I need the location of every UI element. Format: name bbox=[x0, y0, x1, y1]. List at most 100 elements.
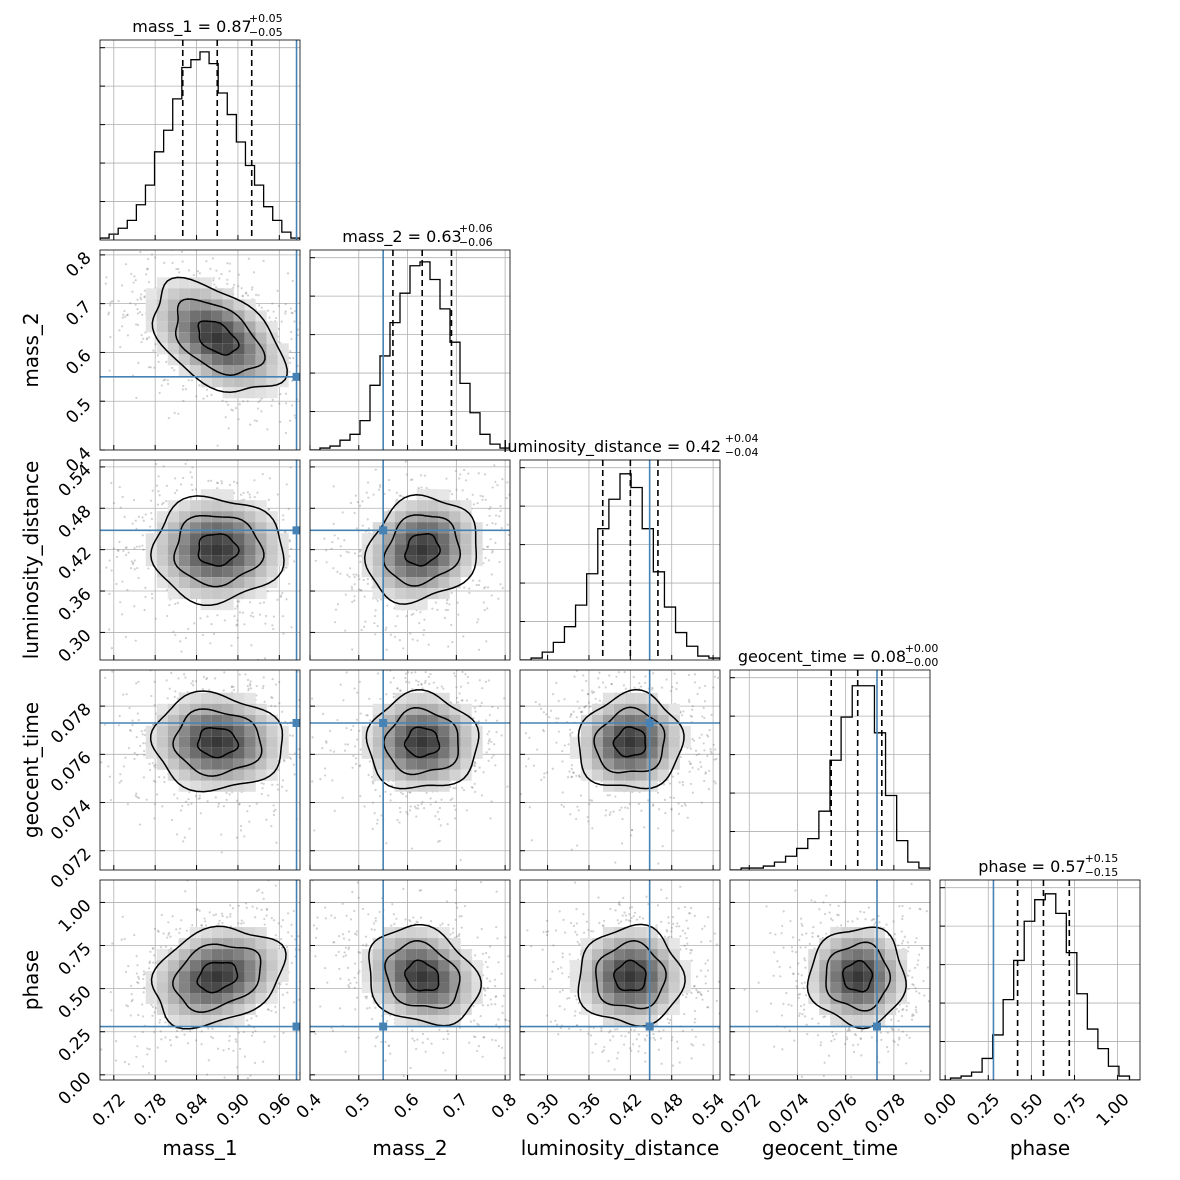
scatter-point bbox=[271, 696, 274, 700]
scatter-point bbox=[152, 349, 155, 352]
scatter-point bbox=[561, 760, 564, 763]
density-cell bbox=[438, 577, 450, 589]
density-cell bbox=[405, 577, 417, 589]
scatter-point bbox=[132, 561, 135, 564]
scatter-point bbox=[411, 635, 413, 637]
density-cell bbox=[266, 544, 278, 556]
scatter-point bbox=[486, 607, 489, 610]
scatter-point bbox=[231, 409, 234, 412]
scatter-point bbox=[671, 685, 674, 689]
scatter-point bbox=[651, 804, 655, 807]
density-cell bbox=[657, 747, 669, 759]
scatter-point bbox=[410, 671, 413, 674]
scatter-point bbox=[488, 713, 491, 717]
scatter-point bbox=[377, 488, 381, 491]
scatter-point bbox=[652, 803, 655, 806]
scatter-point bbox=[477, 720, 480, 723]
density-cell bbox=[277, 544, 289, 556]
scatter-point bbox=[318, 674, 320, 676]
scatter-point bbox=[359, 712, 362, 715]
density-cell bbox=[266, 533, 278, 545]
density-cell bbox=[167, 332, 179, 344]
scatter-point bbox=[490, 756, 494, 759]
density-cell bbox=[668, 747, 680, 759]
density-cell bbox=[222, 588, 234, 600]
scatter-point bbox=[351, 648, 354, 651]
scatter-point bbox=[463, 586, 466, 589]
density-cell bbox=[156, 725, 168, 737]
scatter-point bbox=[323, 767, 327, 770]
scatter-point bbox=[387, 478, 391, 482]
scatter-point bbox=[525, 734, 527, 736]
scatter-point bbox=[147, 280, 151, 284]
scatter-point bbox=[141, 544, 144, 547]
density-cell bbox=[372, 533, 384, 545]
density-cell bbox=[233, 522, 245, 534]
scatter-point bbox=[217, 805, 220, 808]
scatter-point bbox=[632, 675, 635, 679]
panel-title-lower-error: −0.06 bbox=[459, 236, 493, 249]
scatter-point bbox=[129, 302, 132, 305]
density-cell bbox=[189, 277, 201, 289]
density-cell bbox=[668, 736, 680, 748]
scatter-point bbox=[451, 797, 454, 800]
density-cell bbox=[255, 321, 267, 333]
scatter-point bbox=[288, 370, 291, 373]
density-cell bbox=[635, 703, 647, 715]
density-cell bbox=[624, 692, 636, 704]
scatter-point bbox=[700, 765, 703, 768]
density-cell bbox=[679, 725, 691, 737]
scatter-point bbox=[233, 283, 236, 286]
density-cell bbox=[178, 758, 190, 770]
scatter-point bbox=[305, 705, 307, 707]
scatter-point bbox=[220, 272, 223, 276]
scatter-point bbox=[261, 686, 265, 690]
scatter-point bbox=[126, 334, 130, 337]
density-cell bbox=[427, 566, 439, 578]
density-cell bbox=[178, 511, 190, 523]
scatter-point bbox=[488, 730, 491, 733]
scatter-point bbox=[661, 845, 664, 848]
scatter-point bbox=[490, 740, 493, 743]
scatter-point bbox=[484, 556, 487, 560]
density-cell bbox=[277, 365, 289, 377]
scatter-point bbox=[507, 533, 510, 536]
scatter-point bbox=[266, 590, 269, 593]
density-cell bbox=[460, 758, 472, 770]
scatter-point bbox=[643, 826, 646, 829]
scatter-point bbox=[353, 511, 356, 515]
scatter-point bbox=[142, 973, 145, 976]
density-cell bbox=[145, 533, 157, 545]
scatter-point bbox=[709, 750, 712, 753]
density-cell bbox=[189, 321, 201, 333]
scatter-point bbox=[268, 477, 271, 480]
scatter-point bbox=[143, 608, 146, 612]
scatter-point bbox=[187, 627, 190, 631]
scatter-point bbox=[482, 562, 485, 565]
scatter-point bbox=[216, 1047, 220, 1050]
scatter-point bbox=[152, 947, 155, 950]
scatter-point bbox=[293, 414, 296, 417]
density-cell bbox=[233, 354, 245, 366]
scatter-point bbox=[121, 495, 124, 499]
scatter-point bbox=[122, 237, 124, 239]
scatter-point bbox=[141, 313, 144, 316]
density-cell bbox=[394, 522, 406, 534]
density-cell bbox=[613, 703, 625, 715]
density-cell bbox=[167, 544, 179, 556]
scatter-point bbox=[162, 465, 165, 468]
density-cell bbox=[405, 780, 417, 792]
scatter-point bbox=[177, 271, 181, 274]
density-cell bbox=[394, 725, 406, 737]
density-cell bbox=[602, 714, 614, 726]
scatter-point bbox=[208, 688, 211, 691]
scatter-point bbox=[404, 672, 408, 675]
scatter-point bbox=[109, 991, 112, 994]
scatter-point bbox=[109, 335, 112, 339]
scatter-point bbox=[236, 605, 239, 608]
density-cell bbox=[394, 544, 406, 556]
scatter-point bbox=[210, 622, 213, 626]
density-cell bbox=[189, 288, 201, 300]
scatter-point bbox=[217, 802, 220, 805]
density-cell bbox=[277, 343, 289, 355]
